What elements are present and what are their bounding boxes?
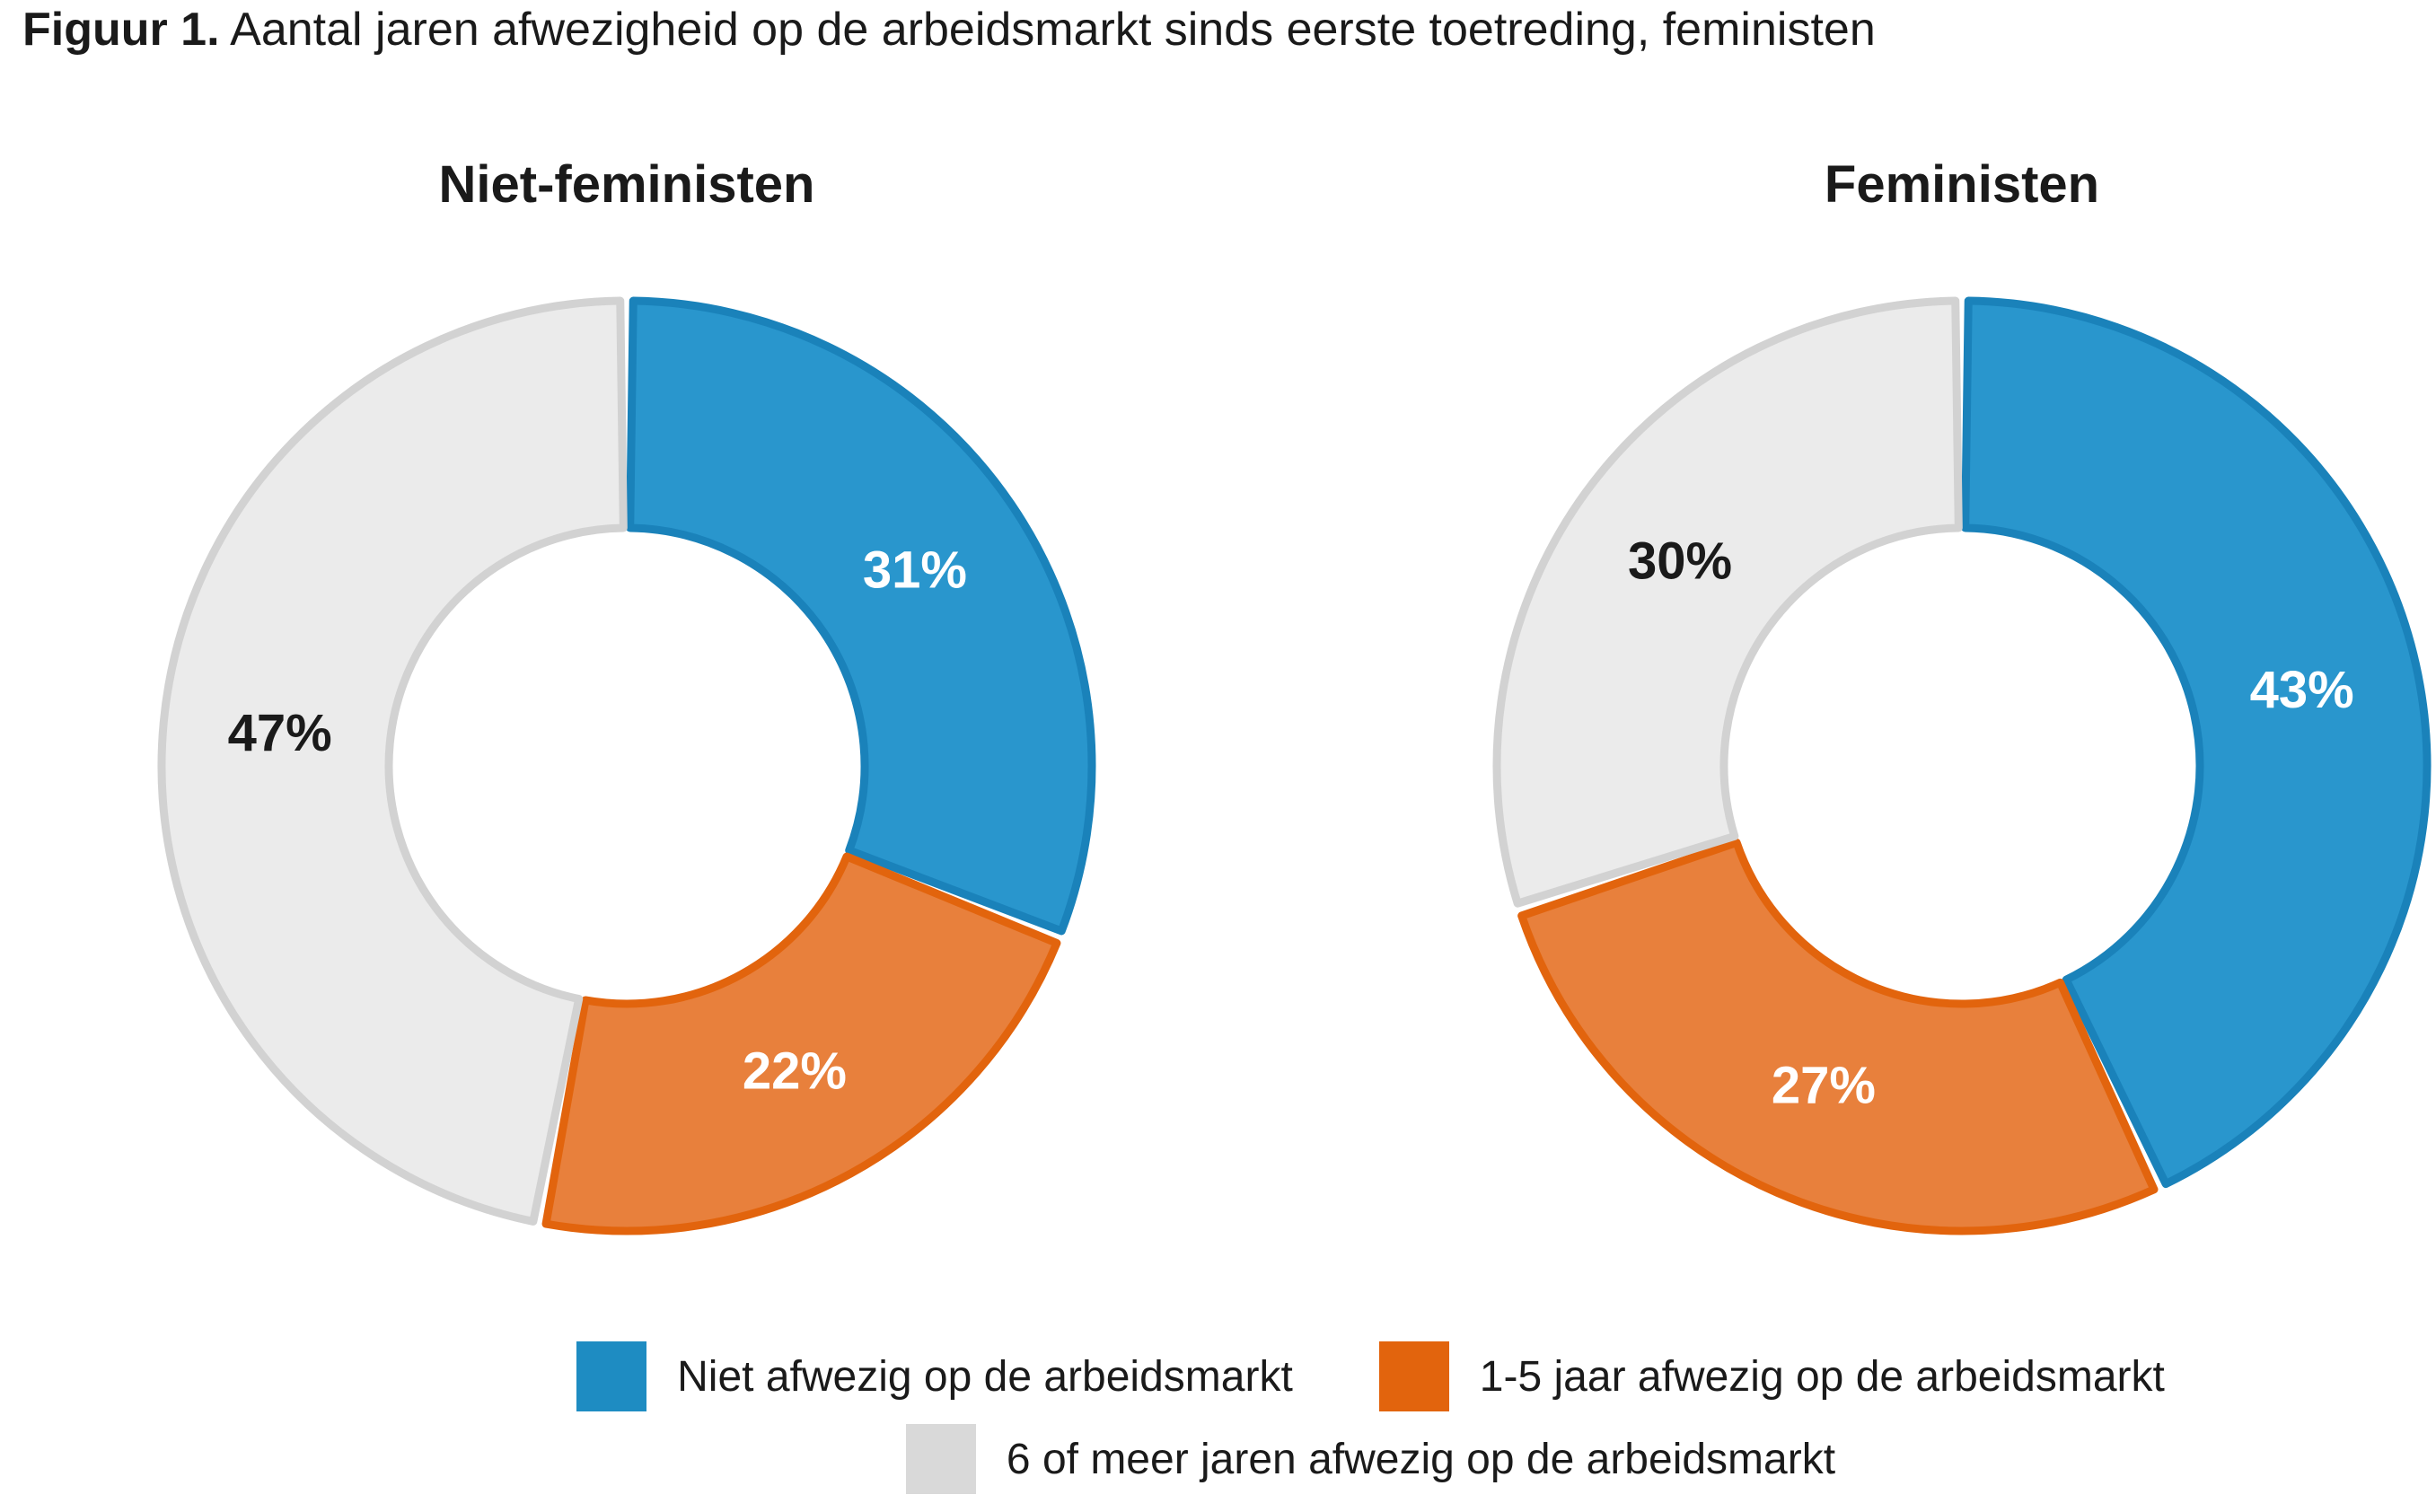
- donut-segment-gray: [1492, 296, 1963, 908]
- donut-chart-niet-feministen: 31% 22% 47%: [157, 296, 1096, 1235]
- chart-title-niet-feministen: Niet-feministen: [438, 155, 815, 214]
- legend-label: Niet afwezig op de arbeidsmarkt: [677, 1352, 1293, 1401]
- figure-title: Figuur 1. Aantal jaren afwezigheid op de…: [22, 4, 1876, 57]
- donut-segment-label: 27%: [1772, 1057, 1876, 1115]
- legend-item-niet-afwezig: Niet afwezig op de arbeidsmarkt: [576, 1341, 1293, 1411]
- donut-segment-blue: [626, 296, 1096, 936]
- legend-row-2: 6 of meer jaren afwezig op de arbeidsmar…: [153, 1424, 2436, 1494]
- donut-segment-label: 47%: [228, 704, 332, 762]
- legend-label: 6 of meer jaren afwezig op de arbeidsmar…: [1006, 1435, 1836, 1483]
- legend-swatch-gray: [905, 1424, 976, 1494]
- chart-title-feministen: Feministen: [1824, 155, 2100, 214]
- donut-segment-blue: [1961, 296, 2432, 1189]
- figure-title-text: Aantal jaren afwezigheid op de arbeidsma…: [219, 4, 1876, 56]
- donut-segment-gray: [157, 296, 628, 1226]
- donut-segment-label: 30%: [1628, 532, 1732, 590]
- donut-segment-label: 43%: [2250, 661, 2354, 719]
- figure-title-prefix: Figuur 1.: [22, 4, 220, 56]
- donut-segment-orange: [541, 852, 1061, 1235]
- donut-segment-label: 31%: [863, 541, 967, 599]
- legend-item-6-of-meer: 6 of meer jaren afwezig op de arbeidsmar…: [905, 1424, 1836, 1494]
- legend-row-1: Niet afwezig op de arbeidsmarkt 1-5 jaar…: [153, 1341, 2436, 1411]
- legend-item-1-5-jaar: 1-5 jaar afwezig op de arbeidsmarkt: [1378, 1341, 2165, 1411]
- legend-swatch-orange: [1378, 1341, 1449, 1411]
- legend-swatch-blue: [576, 1341, 647, 1411]
- donut-segment-orange: [1517, 838, 2159, 1235]
- donut-chart-feministen: 43% 27% 30%: [1492, 296, 2432, 1235]
- donut-segment-label: 22%: [743, 1042, 847, 1101]
- legend-label: 1-5 jaar afwezig op de arbeidsmarkt: [1479, 1352, 2165, 1401]
